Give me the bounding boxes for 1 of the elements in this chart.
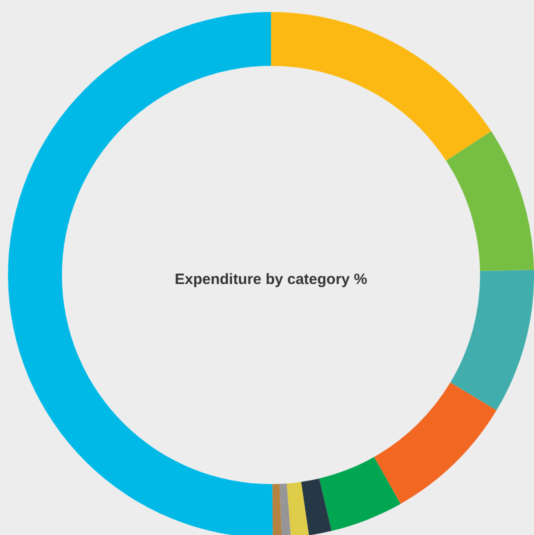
text: Expenditure by category % [174,271,368,288]
